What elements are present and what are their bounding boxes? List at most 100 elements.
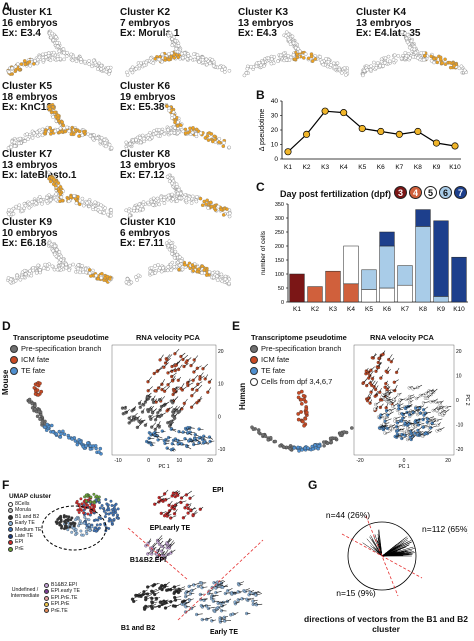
cluster-label-k8: Cluster K8 13 embryos Ex: E7.12 <box>120 149 176 182</box>
trajectory-cell <box>324 57 328 61</box>
trajectory-cell <box>405 32 410 37</box>
d-te-cell <box>50 423 54 428</box>
trajectory-cell <box>396 54 401 58</box>
trajectory-cell <box>82 203 86 208</box>
b-point-k8 <box>414 127 422 136</box>
f-intermediate-dot <box>44 601 49 607</box>
f-legend-item: 8Cells <box>8 501 41 507</box>
e-icm-arrow <box>371 380 376 386</box>
f-umap-cell <box>80 502 84 506</box>
trajectory-cell <box>388 59 392 64</box>
trajectory-cell <box>49 35 53 40</box>
f-b1b2-arrow <box>173 605 179 607</box>
g-circle <box>347 521 417 591</box>
f-umap-cell <box>64 518 68 522</box>
e-other-arrow <box>426 390 431 394</box>
cluster-name: Cluster K9 <box>2 217 53 228</box>
trajectory-cell <box>172 256 177 260</box>
trajectory-cell <box>190 130 195 135</box>
f-umap-cell <box>93 503 96 507</box>
c-bar-k6-dpf6 <box>379 245 395 289</box>
highlight-cell <box>153 57 157 61</box>
f-umap-cell <box>81 533 85 537</box>
f-epi-arrow <box>187 504 192 509</box>
f-umap-cell <box>104 512 108 516</box>
e-icm-arrow <box>385 402 389 408</box>
panel-d-letter: D <box>2 319 11 333</box>
d-pre-arrow <box>149 414 154 418</box>
f-earlyte-arrow <box>212 584 219 588</box>
e-te-arrow <box>404 432 411 436</box>
f-intermediate-dot <box>44 589 49 595</box>
f-b1b2-arrow <box>178 591 183 593</box>
d-legend-icm-dot <box>10 355 18 364</box>
e-icm-arrow <box>374 390 378 397</box>
trajectory-cell <box>51 248 55 253</box>
e-te-arrow <box>401 436 407 439</box>
trajectory-cell <box>170 176 174 181</box>
d-te-arrow <box>153 432 159 436</box>
c-xtick-label: K8 <box>419 306 427 313</box>
d-pca-frame <box>111 344 217 456</box>
trajectory-cell <box>59 258 63 262</box>
d-pre-arrow <box>125 410 128 414</box>
e-icm-point <box>385 387 389 391</box>
cluster-name: Cluster K10 <box>120 217 176 228</box>
f-earlyte-arrow <box>245 590 250 592</box>
trajectory-cell <box>254 64 259 69</box>
highlight-cell <box>183 127 188 132</box>
d-te-cell <box>84 444 88 448</box>
d-te-cell <box>98 446 103 451</box>
e-trajectory-cell <box>342 430 347 434</box>
c-bar-k1-dpf3 <box>289 273 305 303</box>
f-intermediate-legend: B1&B2.EPI EPI.early TE EPI.PrE.TE EPI.PrE Pr… <box>44 582 80 614</box>
e-icm-arrow <box>366 367 369 372</box>
d-pre-arrow <box>139 399 142 404</box>
f-earlyte-point <box>221 585 225 589</box>
trajectory-cell <box>41 52 45 57</box>
f-red-dashed-line <box>127 527 189 581</box>
highlight-cell <box>217 140 221 144</box>
trajectory-cell <box>46 51 51 55</box>
f-umap-cell <box>98 523 102 526</box>
e-other-arrow <box>395 416 401 419</box>
f-epi-arrow <box>200 506 204 510</box>
e-other-arrow <box>406 428 413 432</box>
highlight-cell <box>211 139 215 144</box>
trajectory-cell <box>303 52 308 56</box>
cluster-embryos: 13 embryos <box>356 17 412 29</box>
trajectory-cell <box>157 57 161 62</box>
highlight-cell <box>76 195 80 199</box>
e-te-point <box>397 407 401 411</box>
f-earlyte-point <box>245 597 249 602</box>
f-umap-cell <box>82 521 86 525</box>
f-legend-item: Medium TE <box>8 527 41 533</box>
trajectory-cell <box>50 31 54 36</box>
f-umap-cell <box>97 498 101 502</box>
trajectory-cell <box>291 41 296 46</box>
highlight-cell <box>205 198 209 203</box>
trajectory-cell <box>176 131 180 135</box>
f-umap-cell <box>87 523 91 527</box>
f-b1b2epi-arrow <box>151 548 156 555</box>
f-legend-label: Late TE <box>15 533 34 540</box>
e-trajectory-cell <box>282 445 286 450</box>
e-te-arrow <box>423 426 430 428</box>
d-pre-arrow <box>131 417 134 421</box>
trajectory-cell <box>43 52 48 56</box>
c-xtick-label: K4 <box>347 306 355 313</box>
e-trajectory-cell <box>300 448 304 452</box>
cluster-embryos: 13 embryos <box>120 159 176 171</box>
e-icm-cell <box>303 399 308 404</box>
f-b1b2-arrow <box>173 591 179 594</box>
cluster-trajectory-k6 <box>124 103 231 151</box>
trajectory-cell <box>94 273 98 278</box>
f-b1b2-arrow <box>152 601 158 604</box>
trajectory-cell <box>35 130 39 135</box>
trajectory-cell <box>86 132 90 137</box>
c-bar-k4-dpf4 <box>343 283 359 303</box>
f-earlyte-arrow <box>216 583 222 586</box>
trajectory-cell <box>52 50 56 55</box>
e-te-arrow <box>427 416 435 420</box>
trajectory-cell <box>228 211 232 216</box>
